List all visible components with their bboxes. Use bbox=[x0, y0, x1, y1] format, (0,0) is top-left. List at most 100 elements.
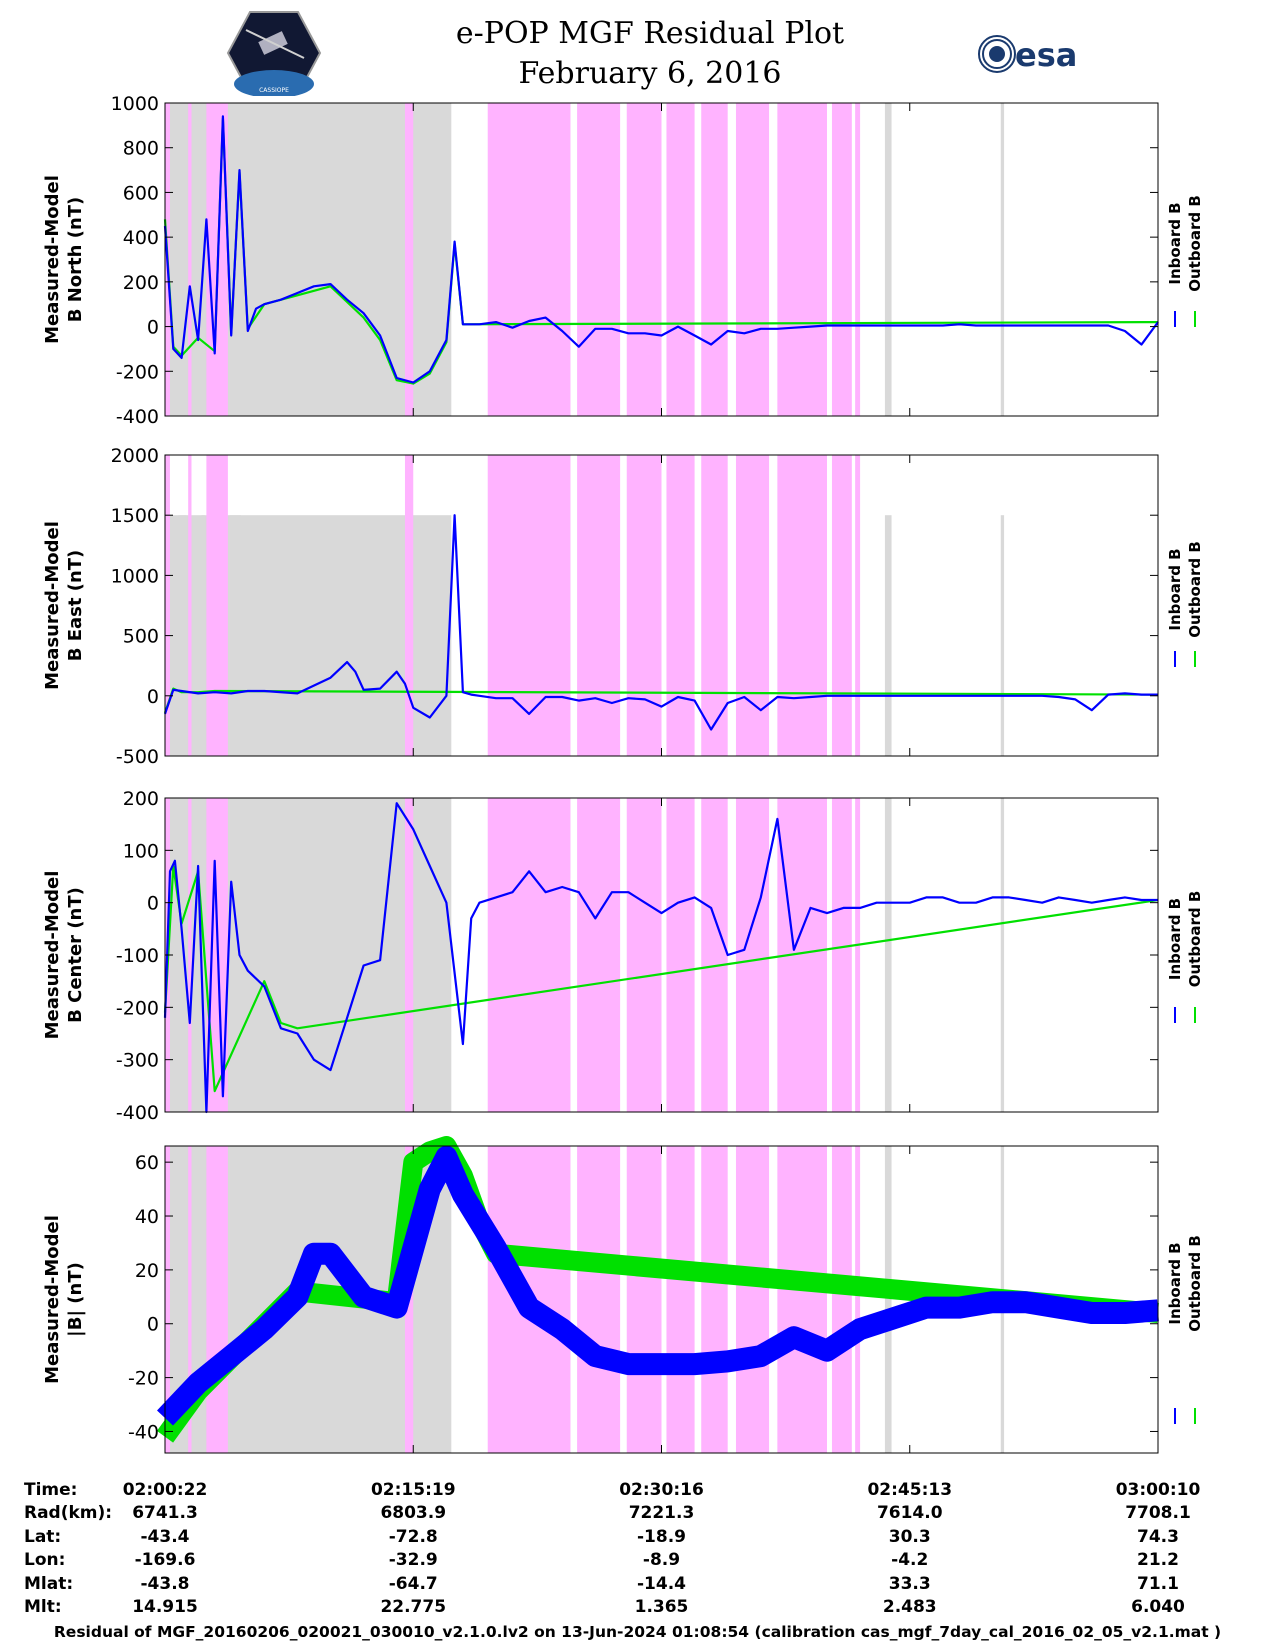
info-value: -169.6 bbox=[134, 1550, 196, 1570]
y-axis-label-line: Measured-Model bbox=[42, 1215, 63, 1384]
y-axis-label-line: Measured-Model bbox=[42, 175, 63, 344]
y-tick-label: -500 bbox=[116, 746, 159, 768]
info-value: 74.3 bbox=[1137, 1527, 1179, 1547]
y-axis-label-line: Measured-Model bbox=[42, 521, 63, 690]
y-tick-label: -400 bbox=[116, 406, 159, 428]
info-value: 33.3 bbox=[888, 1574, 931, 1594]
info-value: 21.2 bbox=[1137, 1550, 1179, 1570]
gray-band bbox=[884, 103, 892, 416]
x-tick-time-label: 02:30:16 bbox=[619, 1480, 704, 1500]
pink-band bbox=[577, 1146, 621, 1453]
info-row-label: Time: bbox=[24, 1480, 78, 1500]
pink-band bbox=[188, 798, 192, 1112]
info-value: -64.7 bbox=[388, 1574, 438, 1594]
gray-band bbox=[1000, 515, 1005, 756]
pink-band bbox=[626, 455, 662, 756]
legend-inboard-label: Inboard B bbox=[1166, 202, 1184, 284]
pink-band bbox=[626, 1146, 662, 1453]
pink-band bbox=[626, 798, 662, 1112]
info-value: 1.365 bbox=[634, 1597, 689, 1617]
gray-band bbox=[229, 1146, 242, 1453]
pink-band bbox=[777, 1146, 827, 1453]
info-value: -43.8 bbox=[140, 1574, 190, 1594]
pink-band bbox=[777, 455, 827, 756]
y-tick-label: 500 bbox=[123, 626, 159, 648]
panel-1: -400 -200 0 200 400 600 800 1000 Measured-Model B… bbox=[42, 93, 1204, 428]
pink-band bbox=[487, 798, 571, 1112]
legend-inboard-label: Inboard B bbox=[1166, 1242, 1184, 1324]
panel-3: -400 -300 -200 -100 0 100 200 Measured-Model B C… bbox=[42, 788, 1204, 1124]
y-tick-label: 0 bbox=[147, 893, 159, 915]
y-axis-label: Measured-Model B North (nT) bbox=[42, 175, 86, 344]
y-tick-label: 200 bbox=[123, 272, 159, 294]
legend-outboard-label: Outboard B bbox=[1186, 1235, 1204, 1332]
pink-band bbox=[577, 103, 621, 416]
info-row-label: Rad(km): bbox=[24, 1503, 113, 1523]
esa-logo-text: esa bbox=[1015, 36, 1077, 74]
info-value: -18.9 bbox=[637, 1527, 686, 1547]
y-tick-label: 1500 bbox=[111, 505, 159, 527]
gray-band bbox=[884, 515, 892, 756]
pink-band bbox=[855, 455, 861, 756]
info-value: -72.8 bbox=[388, 1527, 438, 1547]
y-tick-label: 1000 bbox=[111, 565, 159, 587]
info-value: -8.9 bbox=[642, 1550, 681, 1570]
y-tick-label: 800 bbox=[123, 138, 159, 160]
pink-band bbox=[577, 455, 621, 756]
shading-bands bbox=[165, 798, 1005, 1112]
y-tick-label: -200 bbox=[116, 361, 159, 383]
info-value: 6741.3 bbox=[132, 1503, 198, 1523]
y-axis-label: Measured-Model B Center (nT) bbox=[42, 871, 86, 1040]
footer-caption: Residual of MGF_20160206_020021_030010_v… bbox=[53, 1623, 1222, 1641]
y-tick-label: 100 bbox=[123, 840, 159, 862]
legend: Inboard B Outboard B bbox=[1166, 891, 1204, 1023]
pink-band bbox=[165, 455, 170, 756]
y-tick-label: -400 bbox=[116, 1102, 159, 1124]
pink-band bbox=[188, 455, 192, 756]
pink-band bbox=[831, 103, 852, 416]
pink-band bbox=[831, 798, 852, 1112]
info-row-label: Lat: bbox=[24, 1527, 62, 1547]
y-axis-label-line: B East (nT) bbox=[65, 550, 86, 662]
cassiope-logo-text: CASSIOPE bbox=[259, 87, 289, 94]
gray-band bbox=[178, 798, 187, 1112]
info-value: -14.4 bbox=[637, 1574, 686, 1594]
series-inboard bbox=[157, 1145, 1159, 1426]
legend: Inboard B Outboard B bbox=[1166, 541, 1204, 667]
pink-band bbox=[701, 103, 728, 416]
shading-bands bbox=[165, 455, 1005, 756]
y-tick-label: -100 bbox=[116, 945, 159, 967]
y-axis-label: Measured-Model |B| (nT) bbox=[42, 1215, 86, 1384]
pink-band bbox=[735, 798, 770, 1112]
gray-band bbox=[229, 515, 242, 756]
y-tick-label: -40 bbox=[128, 1421, 159, 1443]
orbit-info-table: Time: Rad(km): Lat: Lon: Mlat: Mlt: 02:00:22 67… bbox=[0, 1470, 1275, 1630]
info-value: 71.1 bbox=[1137, 1574, 1179, 1594]
pink-band bbox=[206, 455, 228, 756]
gray-band bbox=[884, 798, 892, 1112]
y-axis-label-line: |B| (nT) bbox=[65, 1262, 86, 1337]
chart-date: February 6, 2016 bbox=[518, 56, 782, 91]
gray-band bbox=[1000, 798, 1005, 1112]
legend: Inboard B Outboard B bbox=[1166, 195, 1204, 327]
gray-band bbox=[201, 1146, 205, 1453]
info-value: 6.040 bbox=[1131, 1597, 1185, 1617]
pink-band bbox=[206, 1146, 228, 1453]
x-tick-time-label: 03:00:10 bbox=[1115, 1480, 1201, 1500]
y-tick-label: 0 bbox=[147, 686, 159, 708]
pink-band bbox=[735, 103, 770, 416]
pink-band bbox=[701, 798, 728, 1112]
pink-band bbox=[487, 455, 571, 756]
shading-bands bbox=[165, 103, 1005, 416]
y-tick-label: 20 bbox=[135, 1260, 159, 1282]
gray-band bbox=[229, 798, 242, 1112]
legend-outboard-label: Outboard B bbox=[1186, 195, 1204, 292]
gray-band bbox=[1000, 103, 1005, 416]
info-value: -32.9 bbox=[388, 1550, 438, 1570]
gray-band bbox=[178, 1146, 187, 1453]
info-value: 7614.0 bbox=[876, 1503, 943, 1523]
pink-band bbox=[188, 1146, 192, 1453]
y-tick-label: -200 bbox=[116, 997, 159, 1019]
info-value: -43.4 bbox=[140, 1527, 190, 1547]
